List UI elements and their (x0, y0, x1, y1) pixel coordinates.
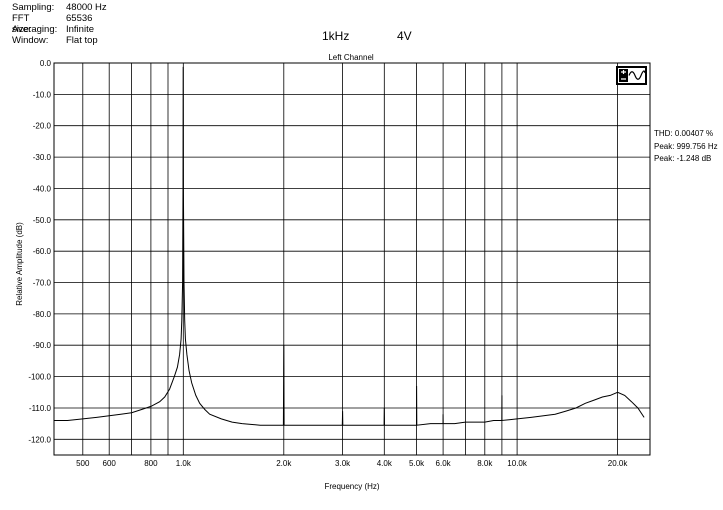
measurement-stats: THD: 0.00407 % Peak: 999.756 Hz Peak: -1… (654, 128, 718, 166)
thd-readout: THD: 0.00407 % (654, 129, 714, 138)
settings-value: Infinite (66, 24, 94, 35)
y-tick-label: -30.0 (33, 153, 52, 162)
test-frequency-label: 1kHz (322, 29, 350, 43)
y-tick-label: -80.0 (33, 310, 52, 319)
test-level-label: 4V (397, 29, 412, 43)
settings-key: Window: (12, 35, 49, 46)
y-tick-label: -50.0 (33, 216, 52, 225)
settings-key: FFT size: (12, 13, 32, 35)
settings-value: 48000 Hz (66, 2, 107, 13)
x-tick-label: 6.0k (436, 459, 452, 468)
settings-key: Sampling: (12, 2, 55, 13)
y-tick-label: -20.0 (33, 122, 52, 131)
y-tick-label: 0.0 (40, 59, 52, 68)
x-tick-label: 800 (144, 459, 158, 468)
peak-level-readout: Peak: -1.248 dB (654, 154, 712, 163)
x-tick-label: 3.0k (335, 459, 351, 468)
settings-value: Flat top (66, 35, 98, 46)
x-tick-label: 600 (103, 459, 117, 468)
x-tick-label: 20.0k (608, 459, 629, 468)
x-tick-label: 1.0k (176, 459, 192, 468)
sine-wave-logo-icon (616, 66, 647, 85)
x-tick-label: 5.0k (409, 459, 425, 468)
settings-key: Averaging: (12, 24, 58, 35)
peak-frequency-readout: Peak: 999.756 Hz (654, 141, 718, 151)
y-tick-label: -40.0 (33, 184, 52, 193)
y-tick-label: -110.0 (29, 404, 52, 413)
settings-value: 65536 (66, 13, 93, 24)
y-tick-label: -70.0 (33, 279, 52, 288)
y-tick-label: -120.0 (28, 435, 51, 444)
x-tick-label: 10.0k (507, 459, 528, 468)
spectrum-trace (54, 66, 645, 426)
x-axis-ticks: 500 600 800 1.0k 2.0k 3.0k 4.0k 5.0k 6.0k 8.0k 10.… (76, 459, 628, 468)
x-tick-label: 2.0k (276, 459, 292, 468)
y-axis-label: Relative Amplitude (dB) (15, 222, 24, 306)
y-tick-label: -100.0 (28, 373, 51, 382)
y-axis-ticks: 0.0 -10.0 -20.0 -30.0 -40.0 -50.0 -60.0 -70.0 -8… (28, 59, 51, 444)
chart-title: Left Channel (328, 53, 374, 62)
x-tick-label: 4.0k (377, 459, 393, 468)
x-tick-label: 8.0k (477, 459, 493, 468)
plot-area (53, 62, 651, 456)
x-axis-label: Frequency (Hz) (324, 482, 379, 491)
x-tick-label: 500 (76, 459, 90, 468)
y-tick-label: -10.0 (33, 90, 52, 99)
y-tick-label: -90.0 (33, 341, 52, 350)
y-tick-label: -60.0 (33, 247, 52, 256)
